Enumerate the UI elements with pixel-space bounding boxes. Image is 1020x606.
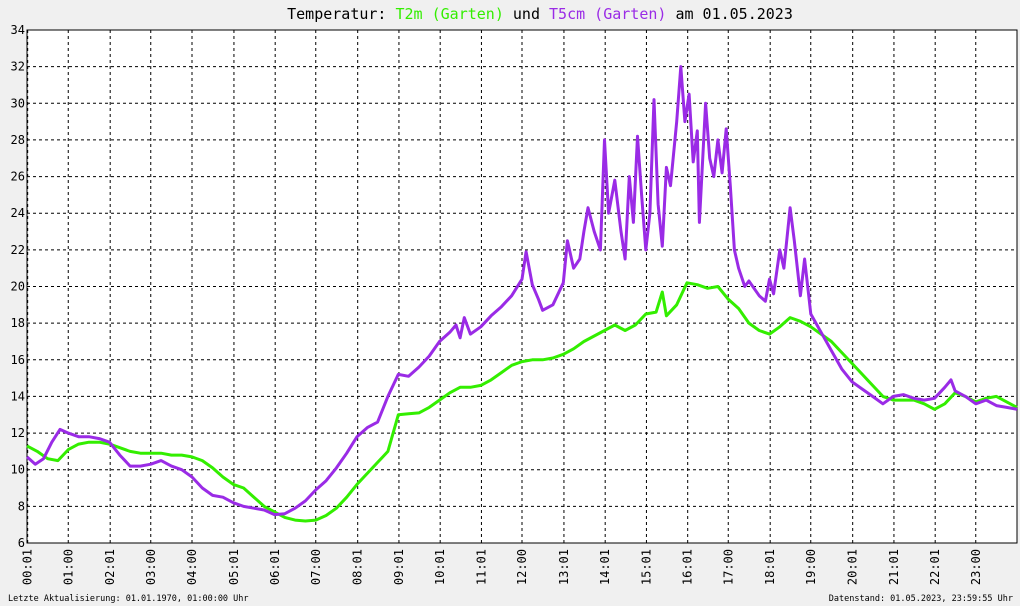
y-axis-ticks: 6 8 10 12 14 16 18 20 22 24 26 28 30 32 34 — [11, 23, 25, 550]
x-tick-label: 14:01 — [598, 549, 612, 585]
y-tick-label: 16 — [11, 353, 25, 367]
x-tick-label: 20:01 — [846, 549, 860, 585]
x-tick-label: 13:01 — [557, 549, 571, 585]
y-tick-label: 28 — [11, 133, 25, 147]
x-tick-label: 05:01 — [227, 549, 241, 585]
y-tick-label: 22 — [11, 243, 25, 257]
x-tick-label: 06:01 — [268, 549, 282, 585]
x-axis-ticks: 00:01 01:00 02:01 03:00 04:00 05:01 06:01 07:00… — [21, 549, 983, 585]
grid-lines — [27, 30, 1017, 543]
series-lines — [26, 65, 1018, 523]
x-tick-label: 07:00 — [309, 549, 323, 585]
series-line-t5cm — [26, 65, 1018, 517]
x-tick-label: 17:00 — [721, 549, 735, 585]
y-tick-label: 14 — [11, 389, 25, 403]
series-line-t2m — [26, 281, 1018, 523]
footer-data-status: Datenstand: 01.05.2023, 23:59:55 Uhr — [829, 594, 1013, 604]
y-tick-label: 12 — [11, 426, 25, 440]
x-tick-label: 12:00 — [515, 549, 529, 585]
x-tick-label: 03:00 — [144, 549, 158, 585]
y-tick-label: 10 — [11, 463, 25, 477]
title-series-t5cm: T5cm (Garten) — [549, 5, 666, 23]
x-tick-label: 22:01 — [928, 549, 942, 585]
x-tick-label: 08:01 — [351, 549, 365, 585]
chart-title: Temperatur: T2m (Garten) und T5cm (Garte… — [287, 5, 793, 23]
x-tick-label: 16:01 — [681, 549, 695, 585]
x-tick-label: 23:00 — [969, 549, 983, 585]
x-tick-label: 11:01 — [474, 549, 488, 585]
title-suffix: am 01.05.2023 — [666, 5, 792, 23]
title-connector: und — [504, 5, 549, 23]
title-series-t2m: T2m (Garten) — [396, 5, 504, 23]
y-tick-label: 34 — [11, 23, 25, 37]
title-prefix: Temperatur: — [287, 5, 395, 23]
x-tick-label: 02:01 — [103, 549, 117, 585]
y-tick-label: 18 — [11, 316, 25, 330]
x-tick-label: 19:00 — [804, 549, 818, 585]
y-tick-label: 8 — [18, 499, 25, 513]
x-tick-label: 21:01 — [887, 549, 901, 585]
x-tick-label: 00:01 — [21, 549, 35, 585]
y-tick-label: 6 — [18, 536, 25, 550]
x-tick-label: 18:01 — [763, 549, 777, 585]
y-tick-label: 24 — [11, 206, 25, 220]
x-tick-label: 09:01 — [392, 549, 406, 585]
y-tick-label: 20 — [11, 280, 25, 294]
y-tick-label: 32 — [11, 60, 25, 74]
footer-last-update: Letzte Aktualisierung: 01.01.1970, 01:00… — [8, 594, 249, 604]
x-tick-label: 15:01 — [639, 549, 653, 585]
x-tick-label: 04:00 — [185, 549, 199, 585]
x-tick-label: 01:00 — [61, 549, 75, 585]
y-tick-label: 30 — [11, 96, 25, 110]
x-tick-label: 10:01 — [433, 549, 447, 585]
y-tick-label: 26 — [11, 170, 25, 184]
